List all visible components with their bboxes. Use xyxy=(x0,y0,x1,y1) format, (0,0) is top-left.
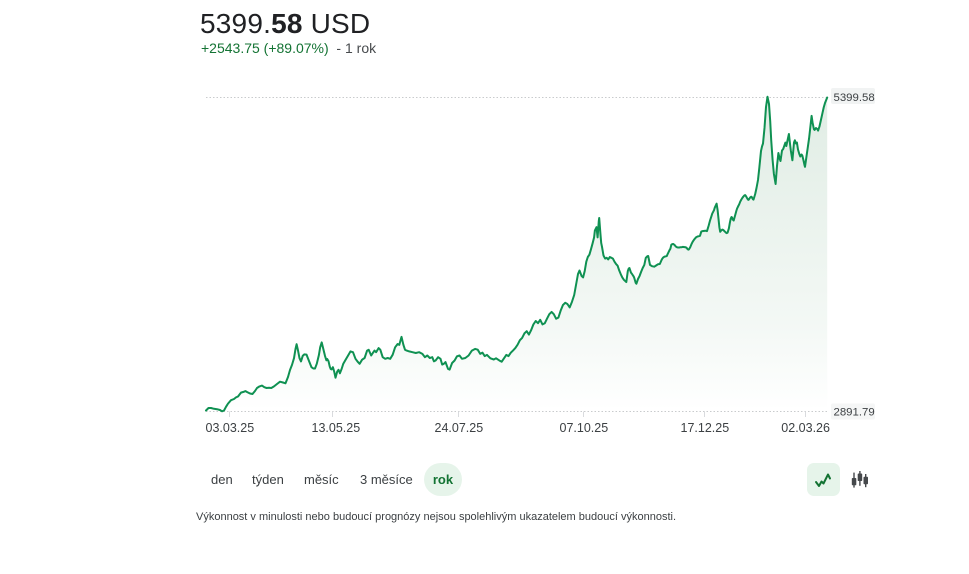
svg-text:03.03.25: 03.03.25 xyxy=(206,421,255,435)
svg-text:07.10.25: 07.10.25 xyxy=(560,421,609,435)
svg-text:5399.58: 5399.58 xyxy=(834,92,875,104)
svg-text:24.07.25: 24.07.25 xyxy=(435,421,484,435)
svg-text:02.03.26: 02.03.26 xyxy=(781,421,830,435)
svg-text:2891.79: 2891.79 xyxy=(834,407,875,419)
svg-text:17.12.25: 17.12.25 xyxy=(681,421,730,435)
svg-text:13.05.25: 13.05.25 xyxy=(312,421,361,435)
